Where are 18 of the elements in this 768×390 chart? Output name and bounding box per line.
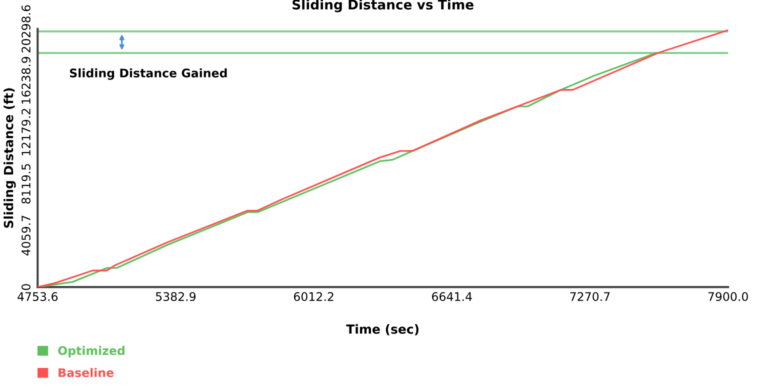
- y-axis-title: Sliding Distance (ft): [4, 88, 16, 228]
- y-tick-label: 16238.9: [22, 56, 30, 104]
- y-tick-label: 0: [22, 284, 30, 290]
- x-tick-label: 5382.9: [156, 292, 196, 302]
- y-tick-label: 12179.2: [22, 108, 30, 156]
- line-series: [38, 29, 728, 288]
- y-tick-label: 20298.6: [22, 5, 30, 52]
- x-tick-label: 4753.6: [18, 292, 58, 302]
- x-tick-label: 6641.4: [432, 292, 472, 302]
- x-axis-title: Time (sec): [346, 324, 418, 336]
- y-tick-label: 8119.5: [22, 164, 30, 204]
- annotation: Sliding Distance Gained: [70, 68, 227, 80]
- legend-label: Baseline: [58, 368, 114, 378]
- x-tick-label: 7270.7: [570, 292, 610, 302]
- legend-label: Optimized: [58, 346, 124, 358]
- x-tick-label: 7900.0: [708, 292, 748, 302]
- y-tick-label: 4059.7: [22, 216, 30, 256]
- x-tick-label: 6012.2: [294, 292, 334, 302]
